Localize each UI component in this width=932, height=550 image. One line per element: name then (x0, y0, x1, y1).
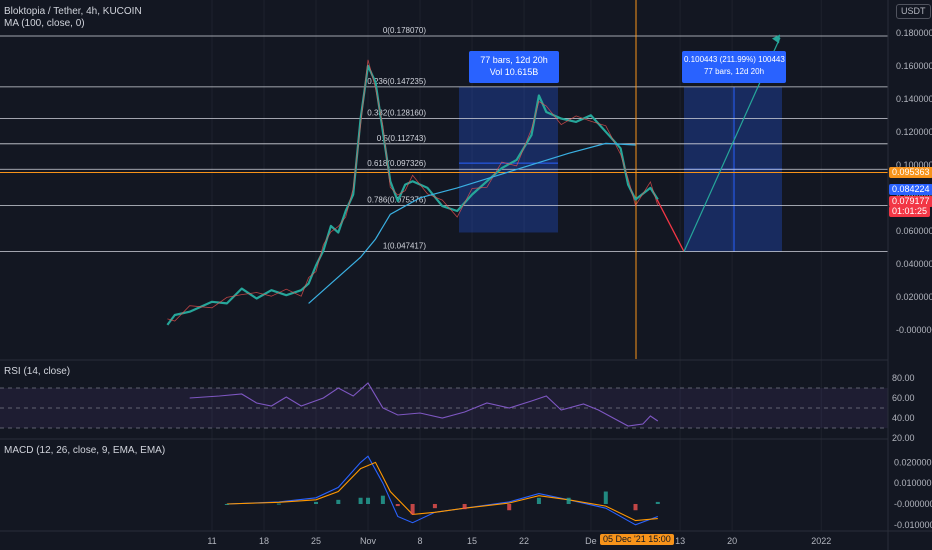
price-tick-label: 0.160000 (896, 61, 932, 71)
macd-histogram-bar (566, 497, 571, 504)
rsi-pane: 80.00 60.00 40.00 20.00 (0, 373, 915, 443)
range-label-2: 0.100443 (211.99%) 100443 77 bars, 12d 2… (682, 51, 786, 83)
range-label-1: 77 bars, 12d 20h Vol 10.615B (469, 51, 559, 83)
macd-histogram-bar (366, 497, 371, 504)
price-tick-label: 0.040000 (896, 259, 932, 269)
rise-arrowhead (772, 34, 780, 44)
price-tick-label: 0.020000 (896, 292, 932, 302)
projected-drop-arrow (656, 199, 685, 252)
time-tick-label: 18 (259, 536, 269, 546)
time-tick-label: 8 (418, 536, 423, 546)
time-tick-label: 13 (675, 536, 685, 546)
price-tick-label: 0.100000 (896, 160, 932, 170)
macd-histogram-bar (380, 495, 385, 504)
macd-histogram-bar (336, 499, 341, 504)
time-tick-label: 25 (311, 536, 321, 546)
time-tick-label: 2022 (811, 536, 831, 546)
rsi-legend[interactable]: RSI (14, close) (4, 366, 71, 377)
range-label-2-change: 0.100443 (211.99%) 100443 (684, 55, 785, 64)
macd-histogram-bar (633, 504, 638, 511)
date-range-box-1 (459, 86, 558, 233)
fib-level-label: 1(0.047417) (383, 242, 426, 251)
rsi-tick-label: 80.00 (892, 373, 915, 383)
macd-histogram-bar (462, 504, 467, 510)
price-series (166, 59, 659, 326)
time-tick-label: 11 (207, 536, 216, 546)
fibonacci-retracement[interactable]: 0(0.178070) 0.236(0.147235) 0.382(0.128160… (0, 0, 888, 359)
last-price-tag: 0.084224 (889, 184, 932, 195)
macd-histogram-bar (655, 501, 660, 504)
macd-histogram-bar (224, 504, 229, 505)
current-price-tag: 0.079177 (889, 196, 932, 207)
macd-legend[interactable]: MACD (12, 26, close, 9, EMA, EMA) (4, 445, 166, 456)
crosshair-time-label: 05 Dec '21 15:00 (600, 534, 674, 545)
macd-histogram-bar (432, 504, 437, 509)
price-tick-label: 0.140000 (896, 94, 932, 104)
fib-level-label: 0.618(0.097326) (367, 159, 426, 168)
macd-histogram-bar (358, 497, 363, 504)
macd-histogram-bar (507, 504, 512, 511)
macd-histogram-bar (314, 501, 319, 504)
ma-legend[interactable]: MA (100, close, 0) (4, 18, 85, 29)
time-tick-label: De (585, 536, 597, 546)
symbol-title[interactable]: Bloktopia / Tether, 4h, KUCOIN (4, 6, 142, 17)
range-label-1-bars: 77 bars, 12d 20h (480, 55, 548, 65)
grid-lines (211, 0, 822, 531)
macd-histogram-bar (276, 503, 281, 505)
rsi-tick-label: 60.00 (892, 393, 915, 403)
fib-level-label: 0(0.178070) (383, 26, 426, 35)
time-tick-label: 15 (467, 536, 477, 546)
rsi-tick-label: 40.00 (892, 413, 915, 423)
rsi-line (189, 382, 659, 427)
price-wick-line (167, 59, 659, 322)
macd-tick-label: -0.000000 (894, 499, 932, 509)
countdown-tag: 01:01:25 (889, 206, 931, 217)
fib-level-label: 0.236(0.147235) (367, 77, 426, 86)
macd-series-line (226, 455, 658, 526)
macd-histogram-bar (395, 504, 400, 507)
fib-level-label: 0.382(0.128160) (367, 108, 426, 117)
time-tick-label: Nov (360, 536, 377, 546)
price-tick-label: 0.060000 (896, 226, 932, 236)
time-tick-label: 20 (727, 536, 737, 546)
hline-price-tag: 0.095363 (889, 167, 932, 178)
macd-tick-label: 0.010000 (894, 478, 932, 488)
macd-tick-label: -0.010000 (894, 520, 932, 530)
macd-histogram-bar (603, 491, 608, 504)
price-tick-label: 0.120000 (896, 127, 932, 137)
currency-badge[interactable]: USDT (896, 4, 931, 19)
macd-series-line (226, 461, 658, 522)
fib-level-label: 0.5(0.112743) (377, 134, 427, 143)
price-tick-label: -0.000000 (896, 325, 932, 335)
ma-100-line (308, 142, 636, 304)
time-tick-label: 22 (519, 536, 529, 546)
rsi-tick-label: 20.00 (892, 433, 915, 443)
range-label-1-vol: Vol 10.615B (489, 67, 539, 77)
macd-tick-label: 0.020000 (894, 457, 932, 467)
macd-pane: 0.020000 0.010000 -0.000000 -0.010000 (224, 455, 932, 530)
range-label-2-bars: 77 bars, 12d 20h (703, 67, 765, 76)
macd-histogram-bar (410, 504, 415, 515)
price-tick-label: 0.180000 (896, 28, 932, 38)
macd-histogram-bar (536, 497, 541, 504)
